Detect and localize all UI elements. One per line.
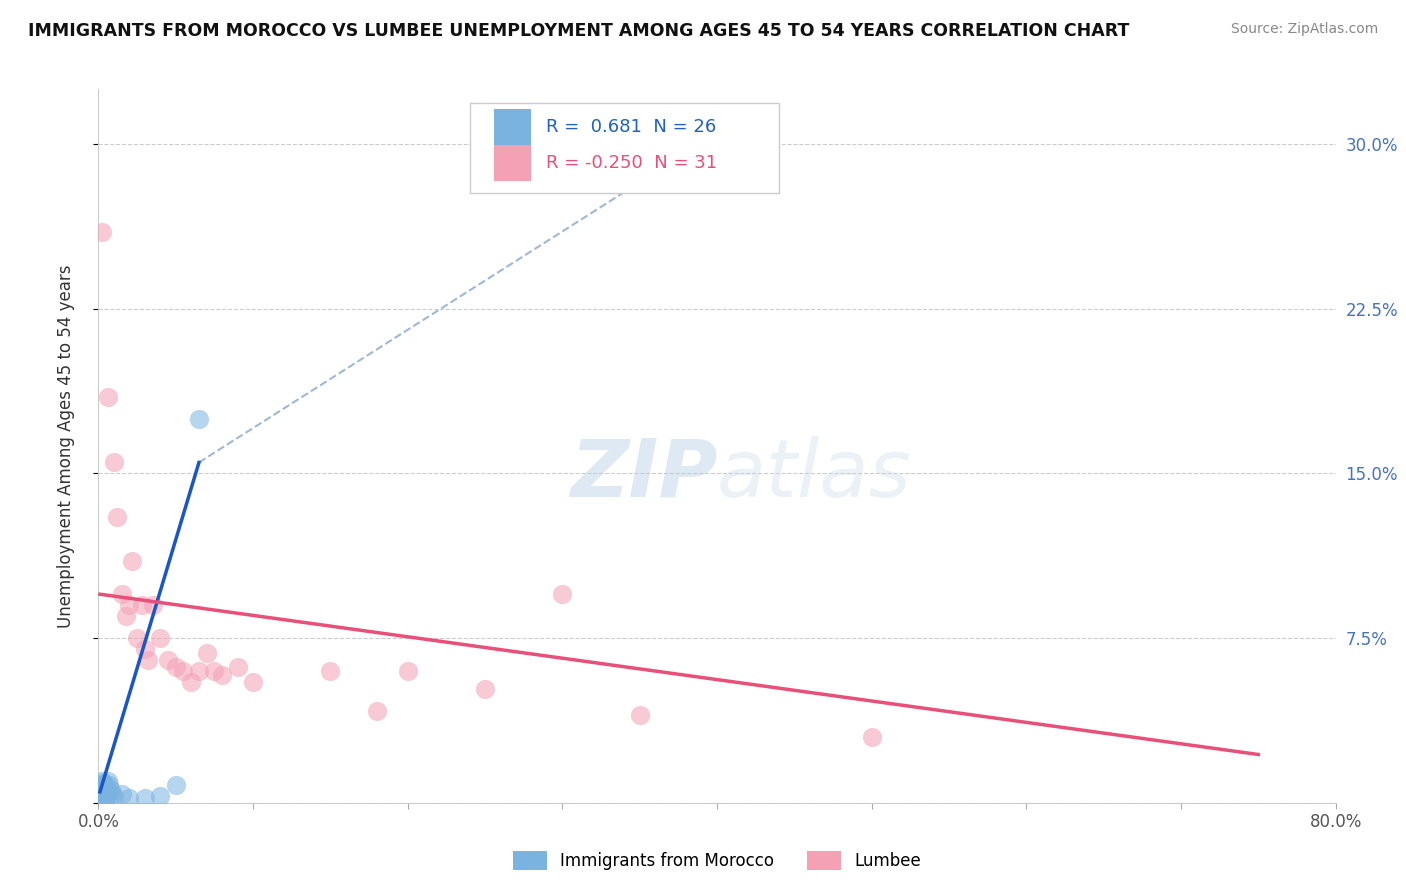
Point [173, 664, 195, 678]
Point [97, 773, 120, 788]
Point [211, 668, 233, 682]
FancyBboxPatch shape [470, 103, 779, 193]
Point [551, 587, 574, 601]
Point [103, 789, 125, 804]
Point [136, 653, 159, 667]
Point [115, 609, 138, 624]
Point [628, 708, 651, 723]
Text: Source: ZipAtlas.com: Source: ZipAtlas.com [1230, 22, 1378, 37]
Point [396, 664, 419, 678]
Point [142, 598, 165, 612]
Point [111, 787, 134, 801]
Point [127, 631, 149, 645]
Point [89, 778, 111, 792]
FancyBboxPatch shape [495, 109, 531, 145]
Text: R = -0.250  N = 31: R = -0.250 N = 31 [547, 153, 717, 171]
Point [93, 796, 115, 810]
Point [90, 773, 112, 788]
Point [149, 789, 172, 804]
Text: atlas: atlas [717, 435, 912, 514]
Point [149, 631, 172, 645]
Point [118, 791, 141, 805]
Point [103, 455, 125, 469]
Point [90, 789, 112, 804]
Text: R =  0.681  N = 26: R = 0.681 N = 26 [547, 118, 717, 136]
Point [366, 704, 388, 718]
Point [111, 587, 134, 601]
Point [91, 776, 114, 790]
Legend: Immigrants from Morocco, Lumbee: Immigrants from Morocco, Lumbee [506, 844, 928, 877]
Text: IMMIGRANTS FROM MOROCCO VS LUMBEE UNEMPLOYMENT AMONG AGES 45 TO 54 YEARS CORRELA: IMMIGRANTS FROM MOROCCO VS LUMBEE UNEMPL… [28, 22, 1129, 40]
Point [242, 675, 264, 690]
Point [96, 782, 118, 797]
Point [204, 664, 226, 678]
Point [319, 664, 342, 678]
Point [860, 730, 883, 744]
Point [165, 778, 187, 792]
Point [97, 785, 120, 799]
Text: ZIP: ZIP [569, 435, 717, 514]
Point [157, 653, 180, 667]
Point [121, 554, 143, 568]
Point [90, 225, 112, 239]
Point [474, 681, 496, 696]
Point [96, 780, 118, 795]
Point [97, 390, 120, 404]
Point [91, 780, 114, 795]
Point [188, 411, 211, 425]
Point [91, 787, 114, 801]
Point [93, 778, 115, 792]
Point [90, 782, 112, 797]
Point [96, 789, 118, 804]
Point [188, 664, 211, 678]
Point [131, 598, 153, 612]
Point [101, 787, 124, 801]
Point [105, 510, 128, 524]
Point [226, 659, 249, 673]
Point [165, 659, 187, 673]
Point [134, 791, 156, 805]
Point [93, 785, 115, 799]
Point [195, 647, 218, 661]
Point [89, 785, 111, 799]
Y-axis label: Unemployment Among Ages 45 to 54 years: Unemployment Among Ages 45 to 54 years [56, 264, 75, 628]
Point [98, 778, 121, 792]
FancyBboxPatch shape [495, 145, 531, 180]
Point [180, 675, 202, 690]
Point [134, 642, 156, 657]
Point [118, 598, 141, 612]
Point [100, 782, 122, 797]
